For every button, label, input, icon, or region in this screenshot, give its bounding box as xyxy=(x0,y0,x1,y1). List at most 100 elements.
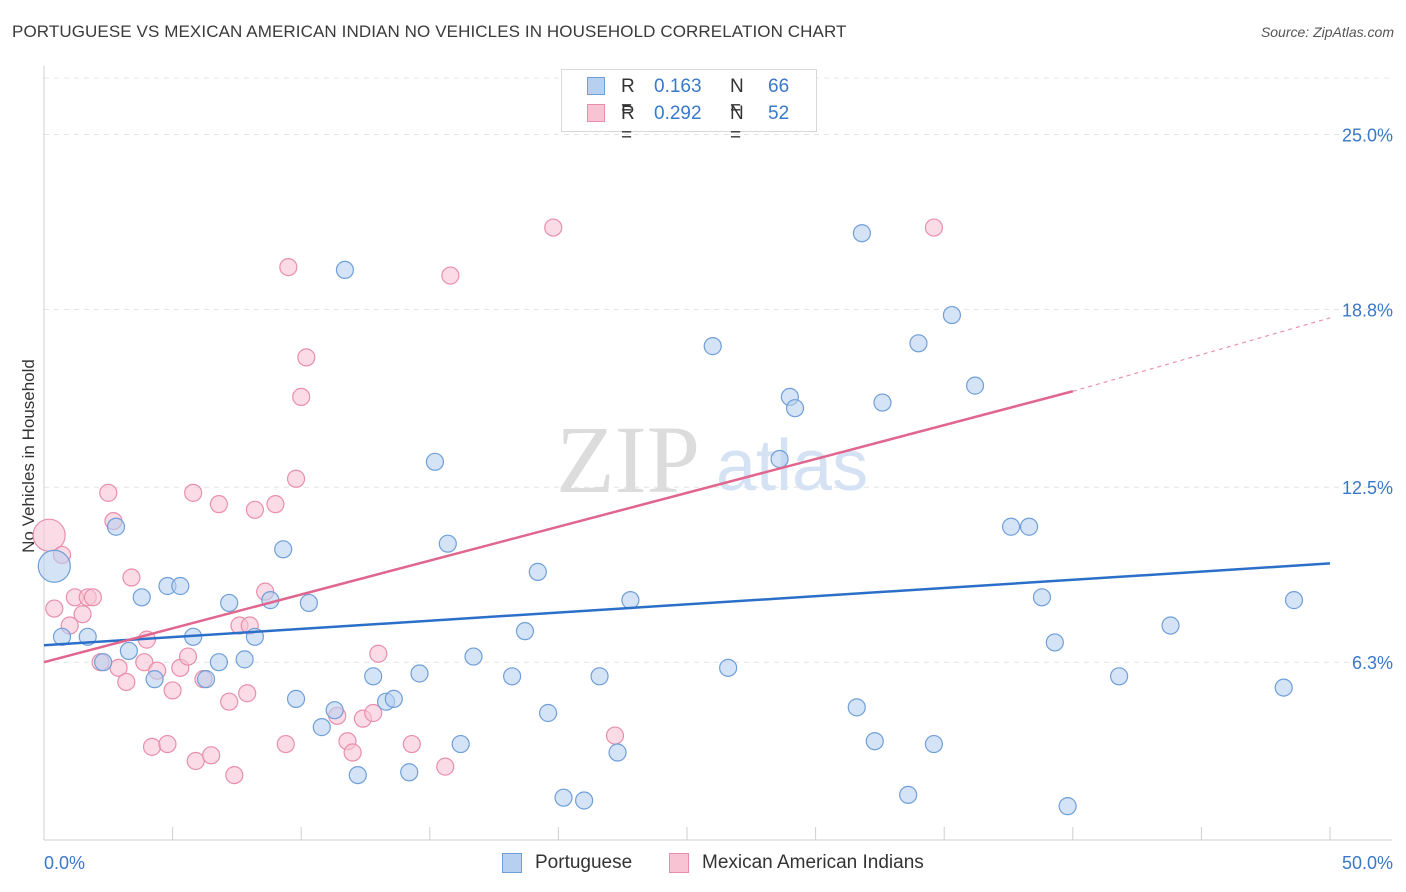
portuguese-point xyxy=(1058,797,1077,816)
bottom-legend-swatch-mexican xyxy=(669,853,689,873)
mexican-point xyxy=(544,218,563,237)
mexican-point xyxy=(209,495,228,514)
portuguese-point xyxy=(785,399,805,418)
portuguese-point xyxy=(503,667,522,686)
portuguese-point xyxy=(847,698,866,717)
mexican-point xyxy=(142,737,162,756)
portuguese-point xyxy=(608,743,627,762)
mexican-point xyxy=(202,746,221,765)
legend-swatch-portuguese xyxy=(587,77,605,95)
portuguese-point xyxy=(873,393,892,412)
source-label: Source: ZipAtlas.com xyxy=(1260,24,1394,40)
bottom-legend-label-portuguese: Portuguese xyxy=(535,852,633,873)
portuguese-point xyxy=(770,449,789,469)
portuguese-point xyxy=(703,337,722,356)
legend-n-label: N = xyxy=(730,76,744,119)
watermark-zip: ZIP xyxy=(556,406,700,513)
portuguese-point xyxy=(1001,517,1021,536)
portuguese-point xyxy=(400,763,419,782)
portuguese-point xyxy=(384,689,403,708)
portuguese-point xyxy=(94,653,113,672)
legend-n-value: 52 xyxy=(768,103,790,124)
portuguese-point xyxy=(410,664,429,683)
mexican-point xyxy=(279,257,298,277)
portuguese-point xyxy=(145,670,164,689)
portuguese-point xyxy=(209,653,228,672)
series-portuguese-points xyxy=(37,224,1304,816)
portuguese-point xyxy=(590,667,609,686)
portuguese-point xyxy=(575,791,594,810)
mexican-point xyxy=(276,734,295,754)
portuguese-point xyxy=(312,718,331,737)
legend-r-label: R = xyxy=(621,76,635,119)
mexican-point xyxy=(297,348,316,367)
axes xyxy=(43,66,1392,841)
mexican-point xyxy=(73,605,92,624)
portuguese-point xyxy=(1274,678,1293,697)
portuguese-point xyxy=(220,593,239,613)
portuguese-point xyxy=(899,785,918,804)
y-tick-labels: 6.3% 12.5% 18.8% 25.0% xyxy=(1342,125,1393,673)
mexican-point xyxy=(45,599,64,618)
mexican-point xyxy=(364,703,383,723)
mexican-point xyxy=(924,218,944,237)
y-tick-label: 25.0% xyxy=(1342,125,1393,145)
portuguese-point xyxy=(325,701,344,720)
portuguese-point xyxy=(1032,588,1052,607)
portuguese-point xyxy=(335,260,355,280)
portuguese-point xyxy=(348,765,367,785)
legend: R = 0.163 N = 66 R = 0.292 N = 52 xyxy=(561,69,817,146)
mexican-point xyxy=(605,726,625,745)
portuguese-point xyxy=(119,641,138,661)
mexican-point xyxy=(238,684,257,703)
portuguese-point xyxy=(515,622,535,641)
portuguese-point xyxy=(1045,633,1064,652)
legend-n-label: N = xyxy=(730,103,744,146)
mexican-trend-extension xyxy=(1072,317,1331,392)
mexican-trend-line xyxy=(43,390,1074,664)
portuguese-point xyxy=(621,591,640,610)
mexican-point xyxy=(99,483,118,502)
mexican-point xyxy=(369,644,388,663)
chart-title: PORTUGUESE VS MEXICAN AMERICAN INDIAN NO… xyxy=(12,22,847,41)
mexican-point xyxy=(286,469,306,488)
portuguese-point xyxy=(425,452,445,471)
portuguese-point xyxy=(1019,517,1039,536)
mexican-point xyxy=(225,765,244,785)
portuguese-point xyxy=(438,534,457,553)
mexican-point xyxy=(292,387,311,407)
x-tick-label-max: 50.0% xyxy=(1342,853,1393,873)
portuguese-point xyxy=(235,650,254,669)
portuguese-point xyxy=(451,734,470,754)
portuguese-point xyxy=(554,788,573,807)
portuguese-point xyxy=(528,562,547,581)
mexican-point xyxy=(245,500,265,519)
legend-r-label: R = xyxy=(621,103,635,146)
mexican-point xyxy=(343,743,362,762)
portuguese-point xyxy=(965,376,985,395)
portuguese-point xyxy=(274,540,293,559)
mexican-point xyxy=(117,672,136,692)
mexican-point xyxy=(402,734,421,754)
portuguese-point xyxy=(132,588,151,607)
y-tick-label: 12.5% xyxy=(1342,478,1393,498)
legend-r-value: 0.292 xyxy=(654,103,702,124)
portuguese-point xyxy=(852,224,871,243)
grid-lines xyxy=(44,77,1392,663)
mexican-point xyxy=(184,483,203,502)
portuguese-point xyxy=(106,517,126,536)
bottom-legend-swatch-portuguese xyxy=(502,853,522,873)
portuguese-point xyxy=(909,334,928,353)
portuguese-point xyxy=(171,576,190,596)
mexican-point xyxy=(158,734,177,754)
legend-swatch-mexican xyxy=(587,104,605,122)
mexican-point xyxy=(178,647,198,666)
portuguese-point xyxy=(37,549,71,583)
bottom-legend-label-mexican: Mexican American Indians xyxy=(702,852,924,873)
portuguese-point xyxy=(865,732,884,751)
portuguese-point xyxy=(539,703,558,723)
mexican-point xyxy=(436,757,455,776)
mexican-point xyxy=(441,266,460,285)
portuguese-point xyxy=(299,593,319,613)
